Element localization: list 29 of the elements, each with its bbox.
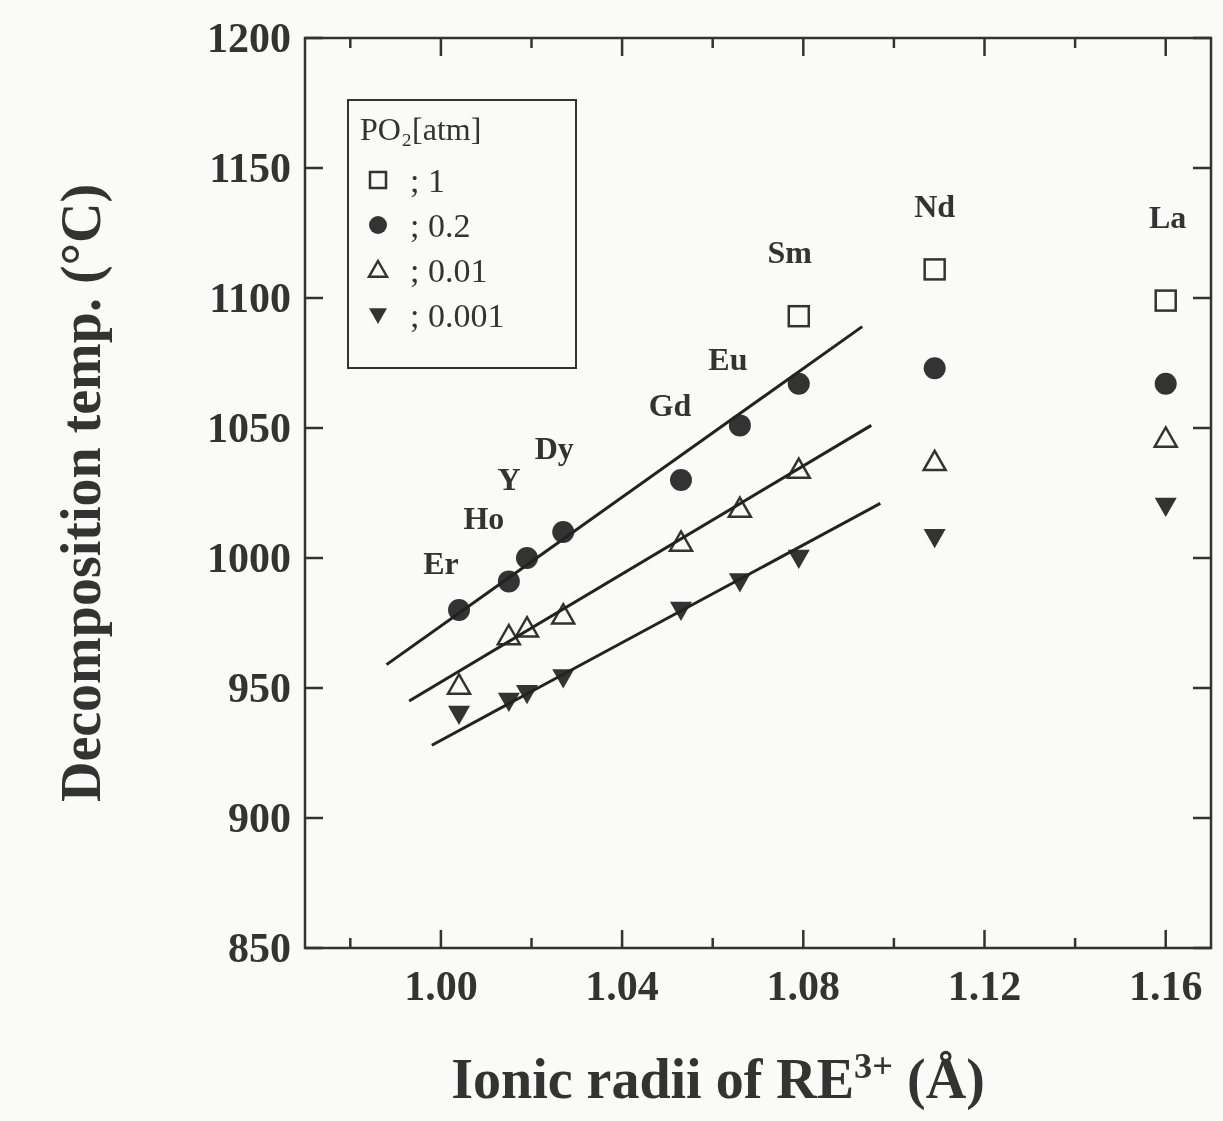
annotation: La: [1149, 198, 1187, 235]
y-tick-label: 1050: [207, 405, 291, 451]
legend-label: ; 0.01: [410, 252, 488, 289]
annotation: Dy: [534, 430, 574, 466]
x-axis-title: Ionic radii of RE$^{3+}$ (Å): [451, 1046, 985, 1111]
x-tick-label: 1.04: [585, 963, 659, 1009]
legend-title: PO₂[atm]: [360, 111, 482, 147]
legend-label: ; 0.2: [410, 207, 471, 244]
annotation: Eu: [708, 341, 748, 378]
annotation: Sm: [767, 234, 813, 271]
y-tick-label: 1150: [209, 145, 291, 191]
y-tick-label: 850: [228, 925, 291, 971]
y-tick-label: 1100: [209, 275, 291, 321]
annotation: Er: [423, 545, 459, 581]
legend-label: ; 0.001: [410, 297, 505, 334]
x-tick-label: 1.08: [766, 963, 841, 1009]
x-tick-label: 1.16: [1128, 963, 1203, 1009]
annotation: Gd: [648, 387, 692, 423]
y-tick-label: 900: [228, 795, 291, 841]
annotation: Y: [497, 461, 521, 497]
annotation: Ho: [463, 500, 505, 537]
y-tick-label: 1200: [207, 15, 291, 61]
y-tick-label: 950: [228, 665, 291, 711]
y-axis-title: Decomposition temp. (°C): [50, 183, 113, 803]
x-tick-label: 1.00: [404, 963, 478, 1009]
legend-label: ; 1: [410, 162, 445, 199]
y-tick-label: 1000: [207, 535, 291, 581]
x-tick-label: 1.12: [947, 963, 1022, 1009]
annotation: Nd: [914, 188, 956, 225]
